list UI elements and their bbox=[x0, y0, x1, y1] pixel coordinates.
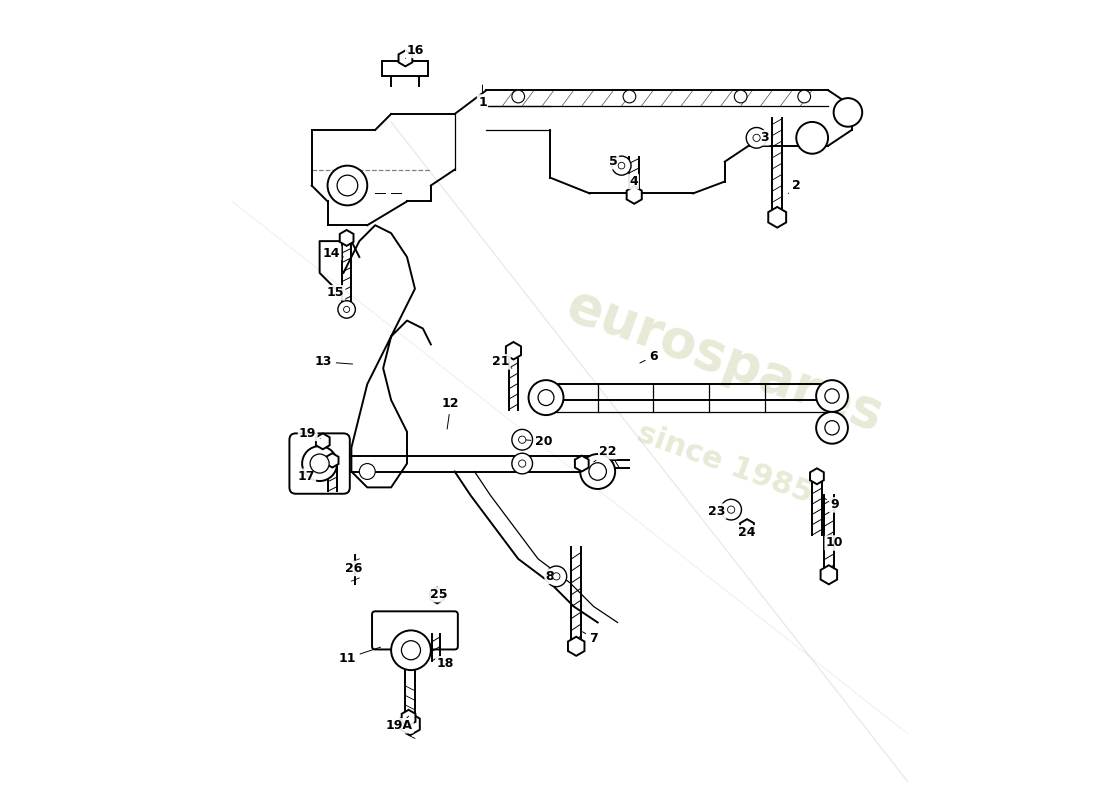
Circle shape bbox=[518, 460, 526, 467]
Circle shape bbox=[302, 446, 337, 481]
Text: 14: 14 bbox=[322, 246, 343, 259]
Text: since 1985: since 1985 bbox=[632, 418, 816, 509]
Text: eurospares: eurospares bbox=[560, 279, 890, 442]
Circle shape bbox=[337, 175, 358, 196]
Text: 19: 19 bbox=[299, 427, 320, 440]
Text: 12: 12 bbox=[442, 398, 460, 429]
Circle shape bbox=[360, 463, 375, 479]
Circle shape bbox=[623, 90, 636, 103]
Circle shape bbox=[746, 127, 767, 148]
Text: 5: 5 bbox=[609, 155, 620, 168]
Circle shape bbox=[552, 573, 560, 580]
Text: 3: 3 bbox=[758, 131, 769, 144]
Circle shape bbox=[796, 122, 828, 154]
Circle shape bbox=[816, 412, 848, 444]
Text: 22: 22 bbox=[594, 445, 617, 462]
Text: 18: 18 bbox=[437, 658, 454, 670]
Circle shape bbox=[580, 454, 615, 489]
Circle shape bbox=[816, 380, 848, 412]
Circle shape bbox=[518, 436, 526, 443]
Text: 2: 2 bbox=[789, 179, 801, 194]
Circle shape bbox=[538, 390, 554, 406]
Text: 1: 1 bbox=[478, 85, 487, 109]
Circle shape bbox=[310, 454, 329, 473]
FancyBboxPatch shape bbox=[372, 611, 458, 650]
Circle shape bbox=[512, 454, 532, 474]
Text: 25: 25 bbox=[430, 588, 448, 601]
Text: 21: 21 bbox=[492, 355, 512, 368]
Circle shape bbox=[752, 134, 760, 142]
Circle shape bbox=[612, 156, 631, 175]
Text: 11: 11 bbox=[339, 647, 381, 665]
Circle shape bbox=[392, 630, 431, 670]
Text: 6: 6 bbox=[640, 350, 658, 363]
Circle shape bbox=[529, 380, 563, 415]
Circle shape bbox=[512, 430, 532, 450]
Text: 10: 10 bbox=[826, 535, 844, 550]
Circle shape bbox=[402, 641, 420, 660]
Circle shape bbox=[328, 166, 367, 206]
Text: 23: 23 bbox=[708, 505, 730, 518]
Text: 20: 20 bbox=[526, 435, 552, 448]
Circle shape bbox=[825, 421, 839, 435]
Text: 13: 13 bbox=[315, 355, 353, 368]
Text: 8: 8 bbox=[546, 570, 558, 583]
Text: 19A: 19A bbox=[386, 716, 412, 732]
FancyBboxPatch shape bbox=[382, 61, 429, 76]
Text: 7: 7 bbox=[583, 632, 598, 645]
Circle shape bbox=[727, 506, 735, 514]
Circle shape bbox=[338, 301, 355, 318]
Circle shape bbox=[834, 98, 862, 126]
Circle shape bbox=[546, 566, 566, 586]
Text: 17: 17 bbox=[297, 470, 324, 482]
Circle shape bbox=[825, 389, 839, 403]
Circle shape bbox=[798, 90, 811, 103]
Text: 4: 4 bbox=[629, 175, 638, 188]
Circle shape bbox=[720, 499, 741, 520]
FancyBboxPatch shape bbox=[289, 434, 350, 494]
Circle shape bbox=[343, 306, 350, 313]
Circle shape bbox=[618, 162, 625, 169]
Text: 15: 15 bbox=[327, 286, 346, 301]
Text: 24: 24 bbox=[738, 526, 756, 539]
Circle shape bbox=[512, 90, 525, 103]
Text: 9: 9 bbox=[823, 497, 838, 511]
Text: 16: 16 bbox=[406, 44, 424, 58]
Text: 26: 26 bbox=[345, 562, 363, 575]
Circle shape bbox=[588, 462, 606, 480]
Circle shape bbox=[735, 90, 747, 103]
